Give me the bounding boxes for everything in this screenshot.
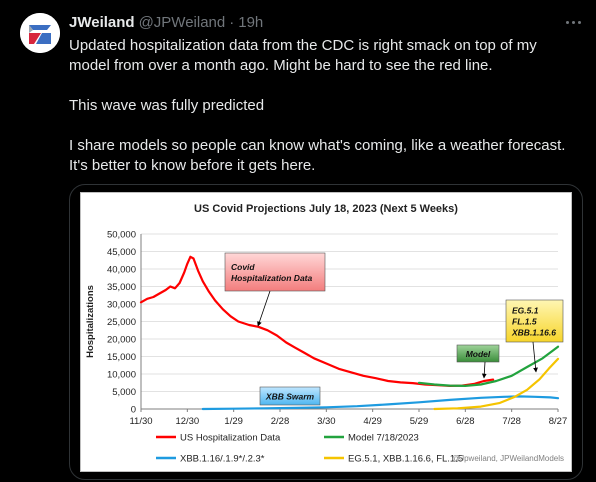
annotation-text: XBB Swarm [265, 392, 315, 402]
y-tick-label: 10,000 [107, 370, 136, 381]
legend-label: US Hospitalization Data [180, 433, 281, 444]
x-tick-label: 3/30 [317, 416, 336, 427]
line-gap [69, 76, 589, 96]
tweet-line: It's better to know before it gets here. [69, 157, 316, 174]
y-tick-label: 0 [131, 405, 136, 416]
annotation-text: EG.5.1 [512, 306, 539, 316]
tweet-header: JWeiland @JPWeiland · 19h [69, 12, 263, 32]
x-tick-label: 7/28 [502, 416, 520, 427]
x-tick-label: 8/27 [549, 416, 568, 427]
x-tick-label: 6/28 [456, 416, 475, 427]
annotation-text: FL.1.5 [512, 317, 537, 327]
x-tick-label: 1/29 [224, 416, 243, 427]
chart-title: US Covid Projections July 18, 2023 (Next… [194, 203, 458, 215]
tweet-text: Updated hospitalization data from the CD… [69, 36, 589, 176]
chart-image: US Covid Projections July 18, 2023 (Next… [80, 192, 572, 472]
legend-label: EG.5.1, XBB.1.16.6, FL.1.5 [348, 454, 463, 465]
legend-label: Model 7/18/2023 [348, 433, 419, 444]
annotation-box-red [224, 252, 326, 292]
x-tick-label: 4/29 [363, 416, 382, 427]
avatar-logo-icon [20, 13, 60, 53]
more-options-icon[interactable] [562, 12, 584, 32]
y-tick-label: 5,000 [112, 387, 136, 398]
y-tick-label: 15,000 [107, 352, 136, 363]
tweet-line: model from over a month ago. Might be ha… [69, 57, 493, 74]
tweet-line: This wave was fully predicted [69, 97, 265, 114]
tweet-line: Updated hospitalization data from the CD… [69, 37, 537, 54]
annotation-text: Model [466, 349, 491, 359]
y-tick-label: 50,000 [107, 230, 136, 241]
chart-frame [80, 192, 572, 472]
author-handle[interactable]: @JPWeiland [138, 13, 226, 31]
y-tick-label: 25,000 [107, 317, 136, 328]
projection-chart: US Covid Projections July 18, 2023 (Next… [80, 192, 572, 472]
y-tick-label: 35,000 [107, 282, 136, 293]
annotation-box-yellow [505, 299, 564, 343]
series-line-3 [433, 357, 560, 411]
annotation-text: XBB.1.16.6 [511, 328, 556, 338]
y-tick-label: 45,000 [107, 247, 136, 258]
watermark: @Jpweiland, JPWeilandModels [452, 454, 564, 463]
legend-label: XBB.1.16/.1.9*/.2.3* [180, 454, 265, 465]
annotation-box-green [456, 344, 500, 363]
timestamp[interactable]: 19h [238, 13, 264, 31]
annotation-arrow [481, 361, 487, 379]
x-tick-label: 2/28 [271, 416, 290, 427]
y-tick-label: 30,000 [107, 300, 136, 311]
y-tick-label: 20,000 [107, 335, 136, 346]
y-axis-label: Hospitalizations [85, 285, 96, 358]
tweet-media[interactable]: US Covid Projections July 18, 2023 (Next… [69, 184, 583, 480]
annotation-box-blue [259, 386, 321, 406]
annotation-text: Covid [231, 262, 255, 272]
x-tick-label: 5/29 [410, 416, 429, 427]
tweet-line: I share models so people can know what's… [69, 137, 566, 154]
separator-dot: · [229, 13, 235, 31]
avatar[interactable] [20, 13, 60, 53]
x-tick-label: 12/30 [175, 416, 199, 427]
line-gap [69, 116, 589, 136]
annotation-arrow [257, 290, 271, 327]
series-line-2 [201, 395, 560, 411]
author-name[interactable]: JWeiland [69, 13, 135, 31]
series-line-0 [139, 255, 495, 387]
annotation-arrow [532, 341, 538, 373]
x-tick-label: 11/30 [129, 416, 152, 427]
annotation-text: Hospitalization Data [231, 273, 313, 283]
y-tick-label: 40,000 [107, 265, 136, 276]
